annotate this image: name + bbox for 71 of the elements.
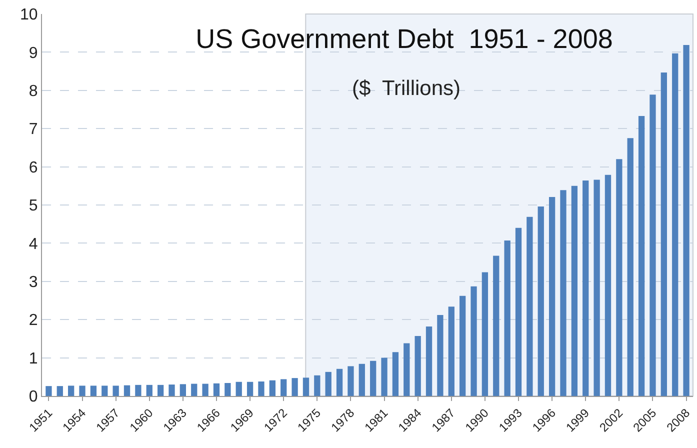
bar: [683, 44, 690, 396]
bar: [426, 326, 432, 396]
bar: [68, 386, 74, 396]
bar: [482, 272, 488, 396]
bar: [124, 385, 130, 396]
bar: [191, 384, 198, 396]
bar: [414, 336, 421, 396]
bar: [504, 240, 510, 396]
bar: [437, 315, 444, 396]
y-tick-label: 2: [28, 312, 38, 330]
bar: [348, 366, 354, 396]
bar: [258, 381, 264, 396]
bar: [538, 206, 544, 396]
bar: [370, 360, 376, 396]
bar: [224, 383, 231, 396]
y-tick-label: 3: [28, 274, 38, 291]
bar: [571, 186, 578, 396]
bar: [236, 382, 242, 396]
bar: [460, 296, 466, 396]
y-tick-label: 6: [28, 159, 38, 176]
y-tick-label: 1: [28, 350, 38, 368]
bar: [638, 116, 645, 396]
text: ($ Trillions): [352, 77, 461, 100]
bar: [302, 378, 310, 396]
bar: [358, 364, 365, 396]
bar: [292, 378, 298, 396]
bar: [112, 386, 119, 396]
bar: [616, 159, 622, 396]
bar: [146, 384, 152, 396]
bar: [404, 343, 410, 396]
bar: [157, 384, 164, 396]
bar: [168, 384, 175, 396]
bar: [314, 375, 320, 396]
bar: [280, 379, 287, 396]
bar: [650, 94, 656, 396]
bar: [560, 190, 566, 396]
y-tick-label: 5: [28, 198, 38, 215]
bar: [548, 196, 556, 396]
bar: [269, 380, 276, 396]
bar: [493, 256, 500, 396]
bar: [672, 53, 678, 396]
bar: [660, 72, 667, 396]
bar: [594, 180, 600, 396]
bar: [90, 386, 97, 396]
chart-title: US Government Debt 1951 - 2008: [196, 24, 613, 54]
bar: [448, 306, 454, 396]
bar: [515, 228, 522, 396]
bar: [79, 386, 86, 396]
bar: [582, 180, 589, 396]
bar: [46, 386, 52, 396]
bar: [246, 382, 254, 396]
y-tick-label: 10: [20, 6, 38, 24]
bar: [526, 216, 533, 396]
bar: [135, 384, 142, 396]
bar: [604, 174, 612, 396]
bar: [213, 383, 220, 396]
bar: [381, 358, 388, 396]
bar: [627, 138, 634, 396]
bar: [336, 368, 343, 396]
y-tick-label: 4: [28, 236, 38, 253]
bar: [470, 286, 477, 396]
bar: [56, 386, 63, 396]
y-tick-label: 9: [28, 44, 38, 62]
bar: [325, 372, 332, 396]
bar: [102, 386, 108, 396]
bar: [392, 352, 399, 396]
y-tick-label: 7: [28, 121, 38, 138]
y-tick-label: 8: [28, 83, 38, 100]
bar: [180, 384, 186, 396]
bar: [202, 384, 208, 396]
y-tick-label: 0: [28, 388, 38, 406]
